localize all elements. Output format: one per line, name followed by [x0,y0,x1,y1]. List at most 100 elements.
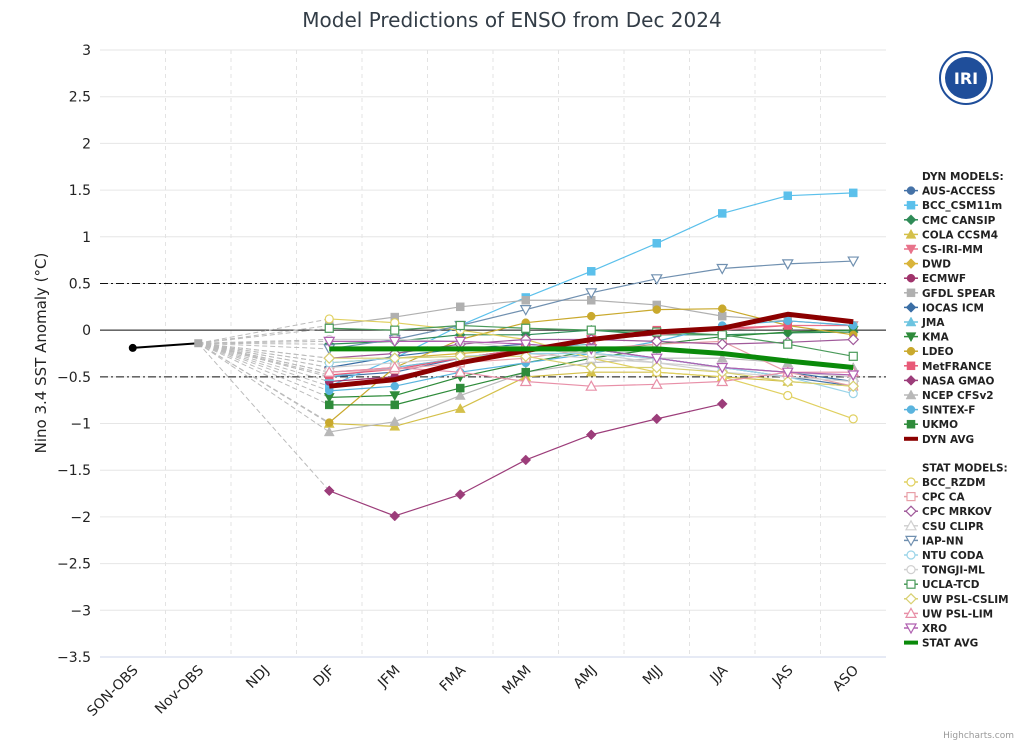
legend-item-tongji-ml[interactable]: TONGJI-ML [904,565,985,577]
legend-item-ntu-coda[interactable]: NTU CODA [904,550,984,562]
legend-item-cmc-cansip[interactable]: CMC CANSIP [904,214,996,227]
ucla-tcd-point [848,351,858,361]
legend-item-uw-psl-lim[interactable]: UW PSL-LIM [904,607,993,620]
legend-item-iap-nn[interactable]: IAP-NN [904,535,963,547]
connector-line [198,342,330,359]
legend-marker-triangle-icon [904,519,918,531]
legend-label: CMC CANSIP [922,215,996,227]
cola-ccsm4-point [454,403,466,413]
legend-item-gfdl-spear[interactable]: GFDL SPEAR [904,288,996,300]
x-tick-label: JFM [374,663,403,692]
x-tick-label: MAM [499,663,534,698]
ucla-tcd-point [455,320,465,331]
legend-item-jma[interactable]: JMA [904,316,945,329]
x-tick-label: SON-OBS [84,662,141,719]
iri-logo: IRI [939,51,993,105]
legend-label: COLA CCSM4 [922,229,998,241]
bcc-csm11m-point [718,209,727,218]
legend-item-cpc-ca[interactable]: CPC CA [904,492,965,504]
legend-item-stat-avg[interactable]: STAT AVG [904,638,978,650]
iap-nn-point [519,305,532,316]
uw-psl-cslim-point [323,352,336,365]
gfdl-spear-point [521,296,530,305]
legend-label: CPC CA [922,492,965,504]
connector-line [197,342,330,492]
xro-point [781,367,794,379]
legend-item-ucla-tcd[interactable]: UCLA-TCD [904,579,980,591]
x-tick-label: JJA [707,662,732,687]
legend-marker-triangle-icon [904,607,918,619]
legend-item-bcc-csm11m[interactable]: BCC_CSM11m [904,200,1002,212]
uw-psl-cslim-point [585,361,598,374]
legend-label: ECMWF [922,273,966,285]
legend-label: CSU CLIPR [922,521,984,533]
legend-item-dwd[interactable]: DWD [904,258,951,271]
y-axis-ticks: 3 2.5 2 1.5 1 0.5 0 −0.5 −1 −1.5 −2 −2.5 −3 −3.5 [57,43,91,666]
legend-item-uw-psl-cslim[interactable]: UW PSL-CSLIM [904,592,1009,606]
nasa-gmao-point [389,510,401,522]
series-nasa-gmao [323,398,728,522]
ldeo-point [652,305,661,314]
legend-item-iocas-icm[interactable]: IOCAS ICM [904,302,984,314]
legend-item-ncep-cfsv2[interactable]: NCEP CFSv2 [904,389,994,402]
connector-line [198,338,330,344]
legend-item-nasa-gmao[interactable]: NASA GMAO [904,375,994,387]
legend-item-csu-clipr[interactable]: CSU CLIPR [904,519,984,533]
cpc-mrkov-point [847,333,860,346]
y-tick-label: −3.5 [57,650,91,666]
legend-label: DYN AVG [922,434,974,446]
series-dyn-avg [329,311,854,389]
legend-label: AUS-ACCESS [922,186,996,198]
credits-link[interactable]: Highcharts.com [943,731,1014,741]
legend-item-aus-access[interactable]: AUS-ACCESS [904,186,996,198]
legend-item-cola-ccsm4[interactable]: COLA CCSM4 [904,228,998,241]
ukmo-point [390,400,399,410]
xro-point [454,336,467,348]
legend-item-dyn-avg[interactable]: DYN AVG [904,434,974,446]
xro-point [388,336,401,348]
legend-label: NCEP CFSv2 [922,390,994,402]
connector-line [198,342,330,350]
legend-item-ldeo[interactable]: LDEO [904,346,954,358]
x-axis-ticks: SON-OBS Nov-OBS NDJ DJF JFM FMA MAM AMJ MJJ JJA JA… [84,662,862,720]
uw-psl-lim-point [519,375,532,387]
legend-label: CS-IRI-MM [922,244,983,256]
uw-psl-lim-point [716,375,729,387]
ucla-tcd-point [521,323,531,333]
legend-item-cs-iri-mm[interactable]: CS-IRI-MM [904,244,983,256]
legend-item-bcc-rzdm[interactable]: BCC_RZDM [904,477,986,489]
legend-marker-triangle-down-icon [904,535,918,547]
xro-point [519,339,532,351]
connector-line [198,342,330,387]
ukmo-point [325,400,334,410]
xro-point [323,336,336,348]
connector-line [197,342,330,433]
legend-item-ukmo[interactable]: UKMO [904,419,958,431]
legend-item-ecmwf[interactable]: ECMWF [904,273,966,285]
legend-item-metfrance[interactable]: MetFRANCE [904,361,992,373]
legend-item-sintex-f[interactable]: SINTEX-F [904,405,975,417]
iap-nn-point [650,274,663,286]
legend-marker-square-icon [906,200,916,210]
legend-item-xro[interactable]: XRO [904,623,947,635]
legend-marker-circle-icon [906,564,916,575]
legend-item-cpc-mrkov[interactable]: CPC MRKOV [904,505,993,518]
legend-label: BCC_RZDM [922,477,986,489]
legend-marker-diamond-icon [905,592,917,605]
legend-marker-triangle-down-icon [905,332,917,343]
ldeo-point [587,311,596,321]
legend-label: STAT AVG [922,638,978,650]
ukmo-point [456,383,465,393]
x-tick-label: FMA [437,662,470,695]
ldeo-point [718,304,727,313]
nasa-gmao-point [651,413,663,425]
legend-label: SINTEX-F [922,405,975,417]
nasa-gmao-point [454,489,466,500]
iap-nn-point [847,256,860,268]
connector-line [198,342,330,345]
legend-marker-triangle-icon [905,228,917,239]
xro-point [650,353,663,365]
iap-nn-point [716,263,729,275]
connector-line [198,342,330,376]
legend-item-kma[interactable]: KMA [904,332,950,344]
